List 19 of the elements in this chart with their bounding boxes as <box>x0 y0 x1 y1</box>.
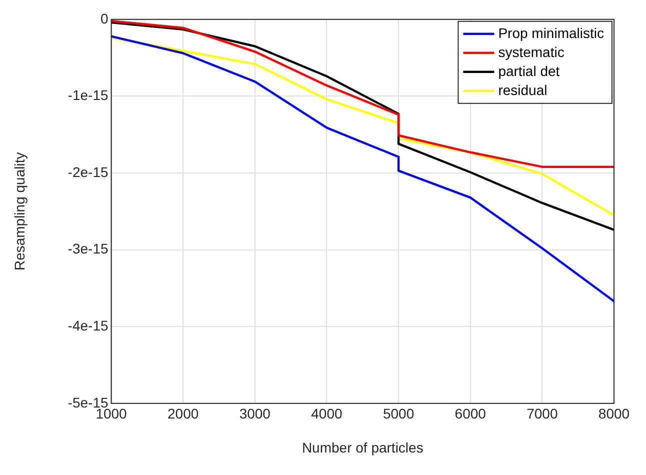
x-tick-label: 4000 <box>311 406 343 422</box>
x-axis-title: Number of particles <box>302 439 424 456</box>
y-axis-title: Resampling quality <box>11 152 28 271</box>
x-tick-label: 6000 <box>454 406 486 422</box>
x-tick-label: 2000 <box>168 406 199 422</box>
y-tick-label: 0 <box>100 10 108 26</box>
legend-label: residual <box>498 82 548 98</box>
y-tick-label: -2e-15 <box>68 164 108 180</box>
legend-label: Prop minimalistic <box>498 24 604 41</box>
x-tick-label: 3000 <box>239 406 271 422</box>
x-tick-label: 8000 <box>598 406 630 422</box>
x-tick-label: 5000 <box>382 406 414 422</box>
legend-label: systematic <box>498 44 564 60</box>
x-tick-label: 7000 <box>526 406 558 422</box>
y-tick-label: -5e-15 <box>68 394 108 410</box>
y-tick-label: -3e-15 <box>68 240 108 257</box>
y-tick-label: -4e-15 <box>68 317 108 334</box>
y-tick-label: -1e-15 <box>68 87 108 104</box>
legend-label: partial det <box>498 62 560 79</box>
